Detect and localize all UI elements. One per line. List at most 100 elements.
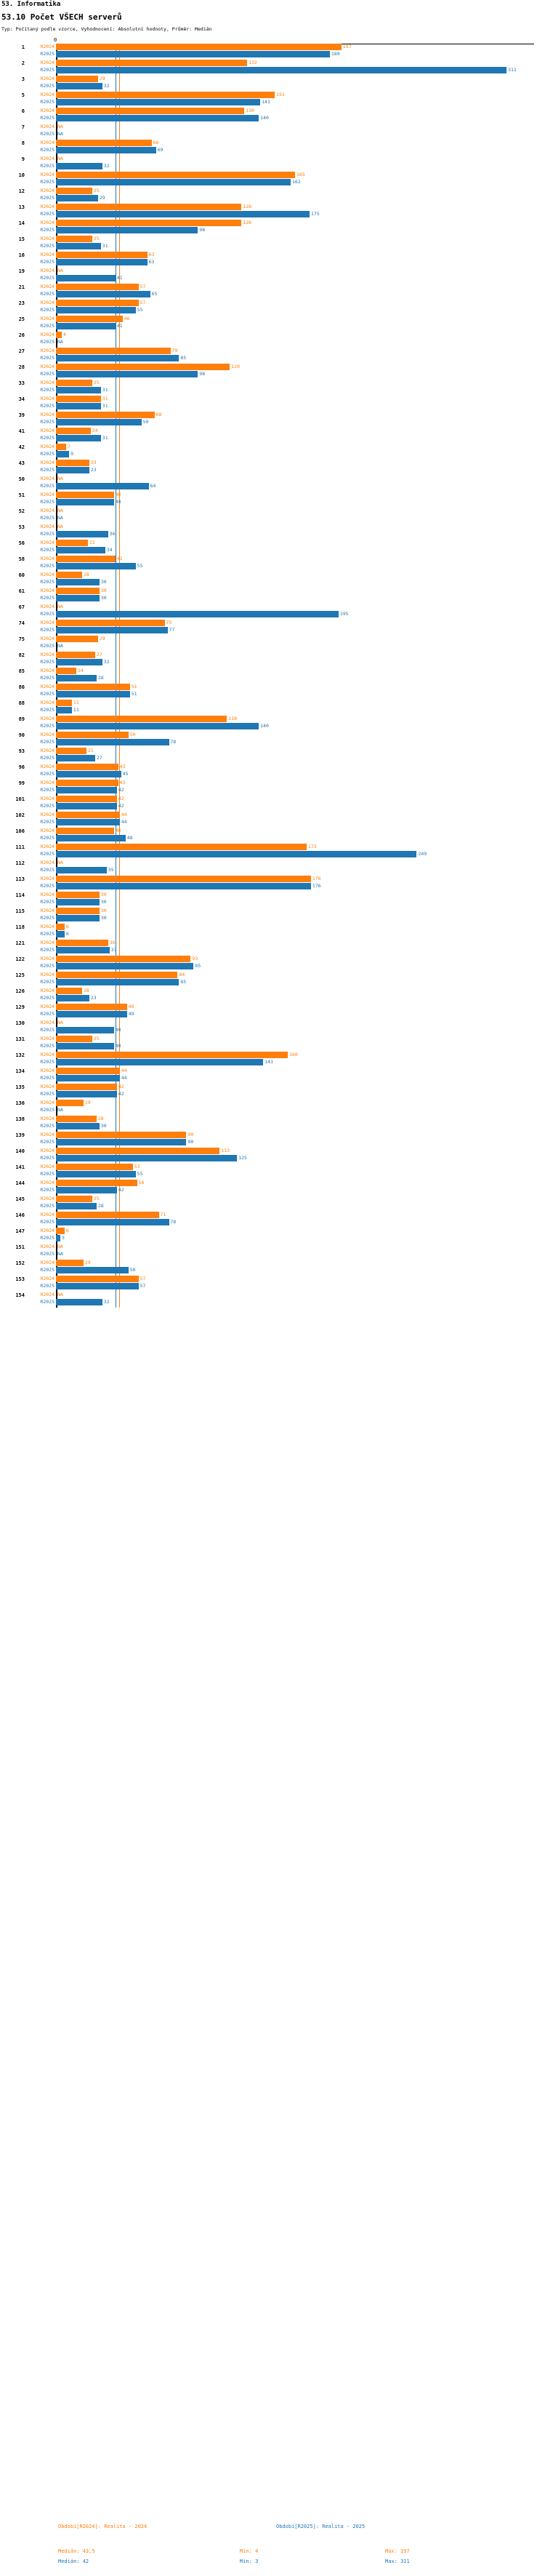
bar-row: R2024 113 [0, 1148, 545, 1154]
bar [56, 579, 100, 585]
bar-value-label: 90 [187, 1139, 194, 1145]
bar-row: R2024 28 [0, 1116, 545, 1122]
bar [56, 172, 295, 178]
series-label-r2025: R2025 [40, 739, 54, 745]
row-id-label: 25 [18, 316, 25, 322]
bar-row: R2024 173 [0, 844, 545, 850]
bar-row: R2025 63 [0, 259, 545, 265]
bar-group: 13 R2024 128 R2025 175 [0, 204, 545, 220]
bar [56, 1116, 97, 1122]
series-label-r2024: R2024 [40, 604, 54, 609]
bar-value-na: NA [57, 1292, 63, 1297]
bar [56, 1011, 127, 1017]
bar [56, 307, 136, 313]
series-label-r2025: R2025 [40, 1107, 54, 1113]
bar-row: R2025 77 [0, 627, 545, 633]
bar-row: R2025 11 [0, 707, 545, 713]
bar-rows-container: 1 R2024 197 R2025 189 2 R2024 132 R2025 311 3 R2024… [0, 44, 545, 1308]
bar-value-label: 85 [180, 979, 187, 985]
bar-row: R2024 75 [0, 620, 545, 626]
series-label-r2024: R2024 [40, 412, 54, 417]
bar-value-label: 6 [65, 924, 69, 929]
row-id-label: 113 [15, 876, 25, 882]
bar-row: R2025 9 [0, 451, 545, 457]
bar [56, 275, 116, 281]
series-label-r2025: R2025 [40, 723, 54, 729]
bar [56, 851, 417, 857]
bar-group: 153 R2024 57 R2025 57 [0, 1276, 545, 1292]
bar-row: R2025 41 [0, 323, 545, 329]
row-id-label: 114 [15, 892, 25, 898]
bar-row: R2024 79 [0, 348, 545, 354]
series-label-r2024: R2024 [40, 892, 54, 897]
bar-row: R2025 27 [0, 755, 545, 761]
series-label-r2025: R2025 [40, 595, 54, 601]
bar-value-label: 125 [238, 1155, 247, 1161]
bar [56, 611, 339, 617]
bar-value-label: 77 [169, 627, 175, 633]
bar-row: R2025 125 [0, 1155, 545, 1161]
bar-row: R2025 32 [0, 83, 545, 89]
row-id-label: 15 [18, 236, 25, 242]
bar-row: R2024 4 [0, 332, 545, 338]
series-label-r2024: R2024 [40, 988, 54, 993]
row-id-label: 9 [21, 156, 25, 162]
bar-row: R2024 51 [0, 684, 545, 690]
bar-value-na: NA [57, 268, 63, 273]
bar-value-label: 30 [100, 892, 107, 897]
bar [56, 812, 120, 818]
bar [56, 876, 311, 882]
bar [56, 924, 65, 930]
row-id-label: 82 [18, 652, 25, 658]
bar-row: R2025 35 [0, 867, 545, 873]
bar [56, 243, 101, 249]
series-label-r2025: R2025 [40, 499, 54, 505]
bar-value-label: 9 [70, 451, 73, 457]
bar [56, 428, 91, 434]
series-label-r2025: R2025 [40, 995, 54, 1001]
bar-row: R2025 195 [0, 611, 545, 617]
series-label-r2024: R2024 [40, 940, 54, 945]
bar-row: R2024 151 [0, 92, 545, 98]
bar-group: 82 R2024 27 R2025 32 [0, 652, 545, 668]
series-label-r2024: R2024 [40, 1020, 54, 1025]
bar-group: 33 R2024 25 R2025 31 [0, 380, 545, 396]
bar-row: R2024 NA [0, 1292, 545, 1298]
bar-value-label: 32 [103, 1299, 110, 1305]
series-label-r2025: R2025 [40, 195, 54, 201]
bar-value-na: NA [57, 508, 63, 513]
series-label-r2024: R2024 [40, 844, 54, 849]
bar-value-label: 53 [134, 1164, 140, 1169]
bar-group: 56 R2024 22 R2025 34 [0, 540, 545, 556]
bar-row: R2025 48 [0, 835, 545, 841]
series-label-r2025: R2025 [40, 563, 54, 569]
series-label-r2024: R2024 [40, 1228, 54, 1233]
bar-group: 25 R2024 46 R2025 41 [0, 316, 545, 332]
bar-row: R2025 30 [0, 579, 545, 585]
series-label-r2025: R2025 [40, 1299, 54, 1305]
bar-row: R2024 40 [0, 828, 545, 834]
series-label-r2025: R2025 [40, 1011, 54, 1017]
bar-value-label: 32 [103, 659, 110, 665]
bar-value-label: 78 [170, 1219, 177, 1225]
series-label-r2024: R2024 [40, 428, 54, 433]
series-label-r2025: R2025 [40, 307, 54, 313]
row-id-label: 130 [15, 1020, 25, 1026]
bar-row: R2024 NA [0, 268, 545, 274]
bar-value-label: 59 [142, 419, 149, 425]
bar [56, 220, 242, 226]
series-label-r2024: R2024 [40, 364, 54, 369]
row-id-label: 106 [15, 828, 25, 834]
bar-row: R2024 23 [0, 460, 545, 466]
bar [56, 1180, 137, 1186]
bar-value-label: 25 [93, 1196, 100, 1201]
series-label-r2025: R2025 [40, 1219, 54, 1225]
bar-row: R2024 NA [0, 124, 545, 130]
bar [56, 412, 155, 418]
axis-zero-label: 0 [54, 37, 57, 43]
bar-value-label: 249 [418, 851, 427, 857]
bar-group: 126 R2024 18 R2025 23 [0, 988, 545, 1004]
bar [56, 323, 116, 329]
bar-value-label: 6 [65, 1228, 69, 1233]
bar-group: 23 R2024 57 R2025 55 [0, 300, 545, 316]
